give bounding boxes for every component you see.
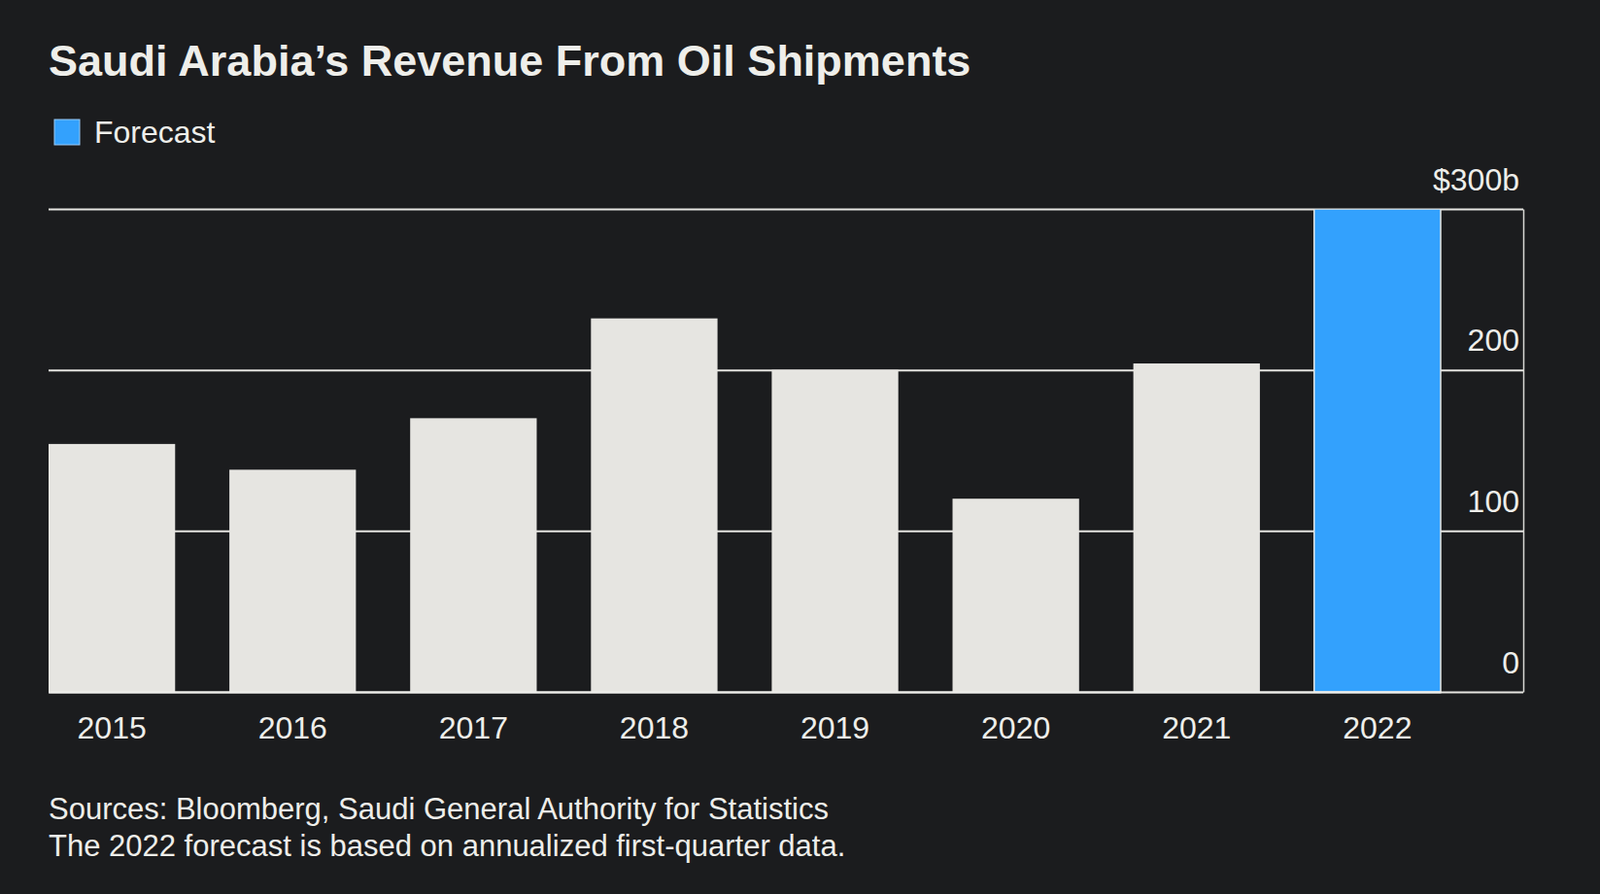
x-tick: 2022 bbox=[1342, 691, 1412, 746]
y-tick-label: 100 bbox=[1467, 483, 1520, 519]
y-tick-label: 200 bbox=[1467, 322, 1520, 358]
bar bbox=[1133, 363, 1260, 692]
y-tick-label: 0 bbox=[1501, 645, 1520, 681]
x-tick-label: 2017 bbox=[439, 710, 509, 746]
bar bbox=[409, 417, 537, 692]
y-axis: 0 100 200 $300b bbox=[48, 162, 1525, 693]
x-tick: 2015 bbox=[77, 691, 147, 746]
chart: Saudi Arabia’s Revenue From Oil Shipment… bbox=[0, 0, 1600, 894]
x-axis: 2015 2016 2017 2018 2019 2020 2021 2022 bbox=[49, 691, 1442, 746]
x-tick: 2018 bbox=[619, 691, 689, 746]
y-tick: 200 bbox=[48, 322, 1524, 371]
legend-label: Forecast bbox=[94, 114, 216, 150]
x-tick: 2017 bbox=[439, 691, 509, 746]
bar bbox=[590, 318, 717, 692]
x-tick-label: 2015 bbox=[77, 710, 147, 746]
y-tick: $300b bbox=[48, 162, 1524, 210]
x-tick-label: 2022 bbox=[1342, 710, 1412, 746]
note: Sources: Bloomberg, Saudi General Author… bbox=[48, 791, 829, 826]
x-tick-label: 2019 bbox=[800, 710, 870, 746]
bars bbox=[48, 208, 1441, 692]
x-axis-line bbox=[49, 691, 1442, 694]
x-tick-label: 2021 bbox=[1161, 710, 1231, 746]
x-tick: 2019 bbox=[800, 691, 870, 746]
bar bbox=[771, 370, 898, 692]
x-tick: 2016 bbox=[258, 691, 328, 746]
note: The 2022 forecast is based on annualized… bbox=[48, 828, 846, 863]
bar bbox=[229, 469, 356, 692]
y-tick-label: $300b bbox=[1432, 162, 1520, 198]
y-axis-line bbox=[1523, 209, 1526, 693]
grid-line bbox=[48, 208, 1524, 211]
bar bbox=[48, 443, 175, 692]
bar bbox=[1314, 208, 1441, 692]
legend-item: Forecast bbox=[54, 114, 216, 150]
x-tick: 2020 bbox=[981, 691, 1051, 746]
background bbox=[0, 0, 1600, 894]
title: Saudi Arabia’s Revenue From Oil Shipment… bbox=[48, 35, 971, 86]
x-tick-label: 2016 bbox=[258, 710, 328, 746]
legend-swatch bbox=[54, 119, 80, 145]
x-tick-label: 2020 bbox=[981, 710, 1051, 746]
x-tick-label: 2018 bbox=[619, 710, 689, 746]
bar bbox=[953, 498, 1080, 692]
x-tick: 2021 bbox=[1161, 691, 1231, 746]
grid-line bbox=[48, 691, 1524, 694]
